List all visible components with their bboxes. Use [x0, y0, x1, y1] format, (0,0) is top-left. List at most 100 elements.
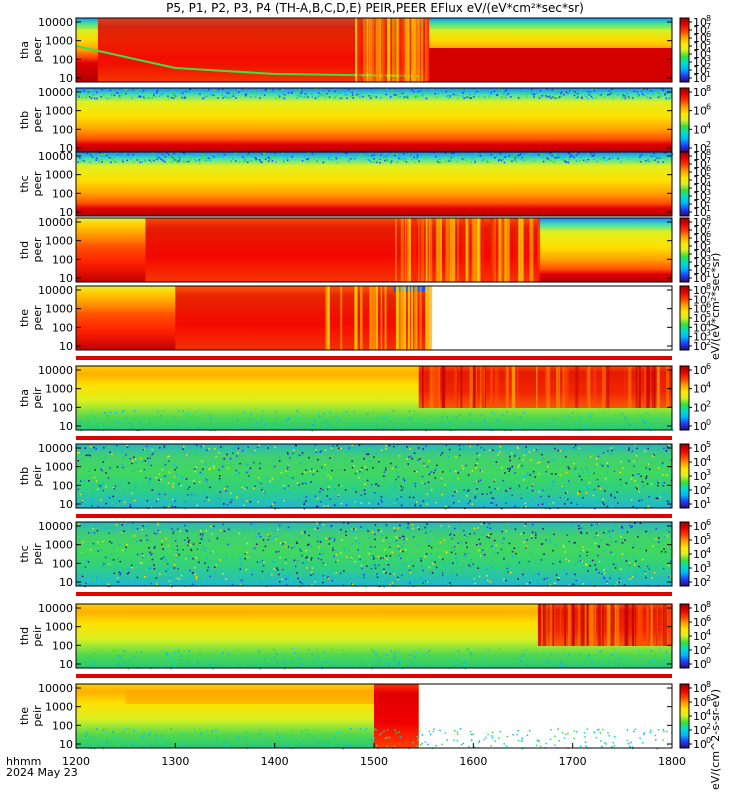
colorbar-tick-exponent: 7 — [706, 291, 711, 300]
colorbar-tick-label: 10 — [693, 548, 707, 561]
colorbar-tick-label: 10 — [693, 616, 707, 629]
colorbar-tick-label: 10 — [693, 72, 707, 85]
y-tick-label: 1000 — [45, 105, 73, 118]
spectrogram-image — [76, 522, 672, 586]
y-tick-label: 100 — [52, 639, 73, 652]
colorbar-tick-label: 10 — [693, 264, 707, 277]
colorbar-tick-label: 10 — [693, 56, 707, 69]
colorbar-tick-exponent: 1 — [706, 204, 711, 213]
spectrogram-image — [76, 444, 672, 508]
colorbar — [679, 603, 690, 669]
y-tick-label: 10000 — [38, 284, 73, 297]
colorbar-tick-label: 10 — [693, 123, 707, 136]
colorbar-tick-exponent: 8 — [706, 84, 711, 93]
colorbar-tick-exponent: 8 — [706, 214, 711, 223]
colorbar — [679, 17, 690, 83]
panel-species-label: peer — [31, 237, 44, 263]
panel-species-label: peir — [31, 705, 44, 727]
y-tick-label: 100 — [52, 479, 73, 492]
colorbar-tick-label: 10 — [693, 383, 707, 396]
colorbar-tick-label: 10 — [693, 40, 707, 53]
colorbar-tick-exponent: 6 — [706, 103, 711, 112]
mode-bar — [76, 592, 672, 596]
y-tick-label: 10 — [59, 340, 73, 353]
x-tick-label: 1400 — [261, 755, 289, 768]
panel-species-label: peer — [31, 171, 44, 197]
colorbar-tick-label: 10 — [693, 158, 707, 171]
colorbar-tick-exponent: 8 — [706, 148, 711, 157]
panel-probe-label: tha — [18, 389, 31, 407]
y-tick-label: 1000 — [45, 35, 73, 48]
colorbar — [679, 151, 690, 217]
panel-probe-label: thc — [18, 545, 31, 562]
colorbar-tick-label: 10 — [693, 303, 707, 316]
colorbar — [679, 443, 690, 509]
y-tick-label: 1000 — [45, 539, 73, 552]
colorbar-tick-label: 10 — [693, 198, 707, 211]
y-tick-label: 10 — [59, 576, 73, 589]
colorbar-tick-exponent: 6 — [706, 614, 711, 623]
colorbar-tick-exponent: 0 — [706, 656, 711, 665]
colorbar-tick-label: 10 — [693, 16, 707, 29]
colorbar-tick-exponent: 2 — [706, 642, 711, 651]
y-tick-label: 10 — [59, 420, 73, 433]
y-tick-label: 10000 — [38, 364, 73, 377]
x-tick-label: 1600 — [459, 755, 487, 768]
x-axis-ticks: 1200 1300 1400 1500 1600 1700 1800 — [62, 743, 686, 768]
colorbar-tick-exponent: 6 — [706, 301, 711, 310]
colorbar-tick-exponent: 4 — [706, 454, 711, 463]
y-tick-label: 10000 — [38, 16, 73, 29]
colorbar — [679, 521, 690, 587]
colorbar-tick-label: 10 — [693, 182, 707, 195]
colorbar-tick-label: 10 — [693, 232, 707, 245]
y-tick-label: 10 — [59, 142, 73, 155]
colorbar-tick-exponent: 2 — [706, 140, 711, 149]
colorbar-tick-exponent: 5 — [706, 310, 711, 319]
chart-title: P5, P1, P2, P3, P4 (TH-A,B,C,D,E) PEIR,P… — [166, 1, 584, 15]
panel-species-label: peir — [31, 387, 44, 409]
mode-bar — [76, 514, 672, 518]
colorbar-tick-exponent: 4 — [706, 381, 711, 390]
panel-probe-label: thb — [18, 467, 31, 485]
panel-probe-label: the — [18, 707, 31, 725]
colorbar-tick-label: 10 — [693, 644, 707, 657]
y-tick-label: 10 — [59, 658, 73, 671]
colorbar-tick-exponent: 3 — [706, 54, 711, 63]
colorbar-tick-label: 10 — [693, 150, 707, 163]
colorbar-tick-exponent: 4 — [706, 180, 711, 189]
y-tick-label: 10000 — [38, 442, 73, 455]
colorbar-tick-label: 10 — [693, 630, 707, 643]
colorbar-tick-exponent: 7 — [706, 156, 711, 165]
colorbar-tick-label: 10 — [693, 321, 707, 334]
colorbar-tick-label: 10 — [693, 240, 707, 253]
x-tick-label: 1800 — [658, 755, 686, 768]
panel-species-label: peir — [31, 465, 44, 487]
colorbar-tick-exponent: 2 — [706, 196, 711, 205]
colorbar-tick-label: 10 — [693, 602, 707, 615]
mode-bar — [76, 436, 672, 440]
y-tick-label: 10000 — [38, 150, 73, 163]
colorbar-tick-exponent: 3 — [706, 188, 711, 197]
colorbar-tick-exponent: 3 — [706, 560, 711, 569]
colorbar — [679, 217, 690, 283]
colorbar-tick-label: 10 — [693, 340, 707, 353]
panel-probe-label: the — [18, 309, 31, 327]
panel-species-label: peir — [31, 543, 44, 565]
y-tick-label: 10000 — [38, 216, 73, 229]
colorbar-tick-label: 10 — [693, 206, 707, 219]
colorbar-tick-label: 10 — [693, 420, 707, 433]
panel-species-label: peer — [31, 107, 44, 133]
colorbar-tick-exponent: 4 — [706, 246, 711, 255]
colorbar-tick-label: 10 — [693, 520, 707, 533]
colorbar-tick-exponent: 6 — [706, 362, 711, 371]
colorbar-tick-label: 10 — [693, 696, 707, 709]
colorbar-tick-exponent: 8 — [706, 282, 711, 291]
colorbar-tick-exponent: 6 — [706, 518, 711, 527]
colorbar-tick-exponent: 1 — [706, 270, 711, 279]
colorbar-tick-label: 10 — [693, 456, 707, 469]
